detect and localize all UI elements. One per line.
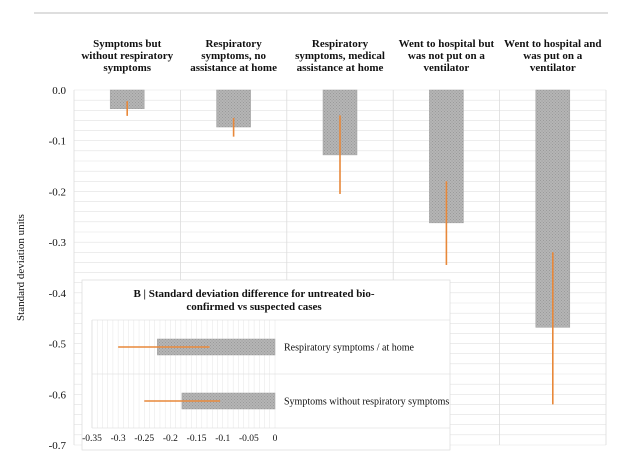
category-label: was put on a: [523, 50, 582, 62]
inset-panel: [81, 279, 451, 451]
category-label: symptoms, medical: [295, 50, 385, 62]
category-label: Respiratory: [205, 38, 262, 50]
inset-x-tick-label: -0.05: [239, 434, 259, 444]
inset-category-label: Symptoms without respiratory symptoms: [284, 397, 449, 408]
inset-x-tick-label: -0.25: [134, 434, 154, 444]
y-tick-label: 0.0: [52, 85, 66, 97]
inset-chart: B | Standard deviation difference for un…: [81, 279, 451, 451]
inset-x-tick-label: 0: [273, 434, 278, 444]
inset-x-tick-label: -0.1: [215, 434, 230, 444]
category-label: assistance at home: [297, 62, 384, 74]
y-tick-label: -0.3: [49, 237, 67, 249]
y-tick-label: -0.6: [49, 389, 67, 401]
category-label: Went to hospital and: [504, 38, 602, 50]
category-label: without respiratory: [81, 50, 173, 62]
inset-title: confirmed vs suspected cases: [186, 301, 322, 313]
y-tick-label: -0.5: [49, 339, 67, 351]
category-label: Respiratory: [312, 38, 369, 50]
category-label: Went to hospital but: [399, 38, 495, 50]
category-label: assistance at home: [190, 62, 277, 74]
y-tick-label: -0.4: [49, 288, 67, 300]
y-tick-label: -0.2: [49, 186, 66, 198]
category-label: symptoms, no: [201, 50, 266, 62]
inset-x-tick-label: -0.2: [163, 434, 178, 444]
category-label: ventilator: [423, 62, 469, 74]
category-label: ventilator: [530, 62, 576, 74]
y-axis-label: Standard deviation units: [15, 214, 27, 321]
category-label: symptoms: [103, 62, 151, 74]
inset-title: B | Standard deviation difference for un…: [133, 288, 374, 300]
inset-x-tick-label: -0.3: [111, 434, 126, 444]
inset-x-tick-label: -0.15: [187, 434, 207, 444]
inset-category-label: Respiratory symptoms / at home: [284, 343, 415, 354]
y-tick-label: -0.1: [49, 136, 66, 148]
y-tick-label: -0.7: [49, 440, 67, 452]
category-label: Symptoms but: [93, 38, 161, 50]
inset-x-tick-label: -0.35: [82, 434, 102, 444]
category-label: was not put on a: [408, 50, 486, 62]
